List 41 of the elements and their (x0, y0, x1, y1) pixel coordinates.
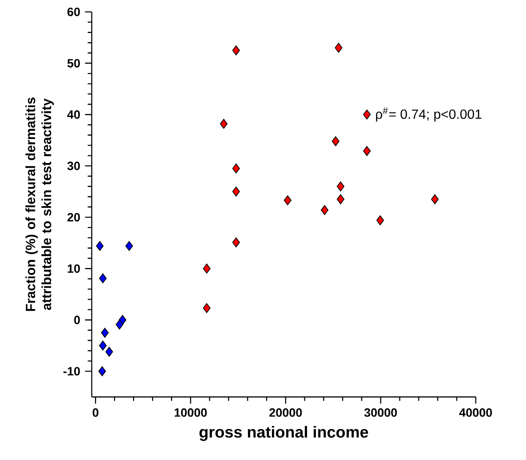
point (202, 264, 211, 274)
point (101, 328, 109, 338)
point (336, 194, 344, 204)
point (320, 205, 328, 215)
point (363, 146, 371, 156)
point (116, 320, 124, 330)
y-tick-label: 40 (67, 110, 80, 119)
point (105, 346, 114, 357)
y-tick-label: 60 (67, 8, 80, 16)
x-tick-label: 20000 (269, 408, 302, 417)
point (98, 366, 106, 376)
x-tick-label: 0 (92, 408, 98, 417)
point (96, 241, 104, 251)
point (363, 110, 371, 120)
point (99, 273, 107, 284)
x-tick-label: 10000 (174, 408, 207, 417)
point (334, 42, 342, 53)
y-tick-label: 10 (68, 264, 80, 273)
y-tick-label: 50 (67, 58, 80, 68)
x-axis-title: gross national income (199, 426, 368, 441)
x-tick-label: 40000 (459, 408, 492, 417)
point (232, 186, 240, 196)
point (99, 340, 107, 351)
point (431, 194, 439, 204)
point (284, 195, 292, 206)
point (125, 241, 133, 251)
y-tick-label: 30 (67, 162, 80, 170)
point (332, 136, 340, 146)
point (202, 303, 211, 314)
point (220, 118, 228, 129)
point (232, 164, 240, 174)
y-tick-label: 0 (74, 316, 80, 324)
annotation: ρ$^{#}$= 0.74; p<0.001 (376, 108, 482, 122)
y-axis-title: Fraction (%) of flexural dermatitis attributable to skin test reactivity (25, 98, 54, 311)
point (232, 237, 240, 248)
point (376, 215, 384, 226)
y-tick-label: -10 (63, 366, 80, 376)
y-tick-label: 20 (67, 212, 80, 222)
point (232, 45, 240, 56)
point (336, 181, 344, 192)
x-tick-label: 30000 (364, 408, 397, 417)
